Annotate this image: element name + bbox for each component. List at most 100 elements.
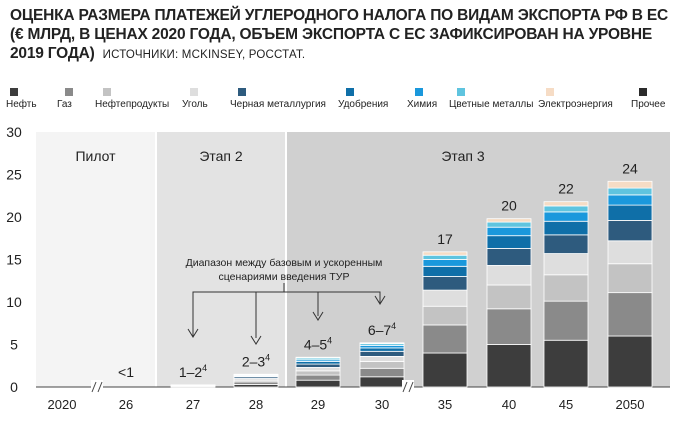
bar-segment [295,370,341,376]
legend-label: Химия [407,99,438,110]
bar-segment [295,379,341,388]
bar-segment [543,205,589,213]
bar-segment [607,263,653,294]
bar-segment [486,221,532,228]
bar-segment [295,367,341,372]
bar-segment [295,374,341,381]
bar-segment [486,284,532,310]
axis-break-gap [402,380,414,394]
category-label: 30 [375,397,389,412]
legend-label: Удобрения [338,99,389,110]
legend-label: Черная металлургия [230,99,326,110]
total-label: <1 [118,364,134,380]
phase-band [157,132,285,387]
bar-segment [359,347,405,352]
axis-break-mark [402,381,408,393]
bar-segment [422,251,468,256]
axis-break-mark [91,381,97,393]
legend-swatch [457,88,465,96]
category-label: 26 [119,397,133,412]
bar-segment [486,218,532,223]
bar-segment [359,342,405,345]
total-footnote: 4 [391,321,396,331]
total-footnote: 4 [327,335,332,345]
legend-label: Нефть [6,99,37,110]
bar-segment [359,367,405,378]
total-label: 2–34 [242,352,270,369]
bar-segment [607,187,653,196]
bar-segment [486,344,532,388]
y-tick-label: 25 [6,167,22,183]
bar-segment [486,235,532,249]
axis-break-mark [408,381,414,393]
category-label: 35 [438,397,452,412]
category-label: 29 [311,397,325,412]
bar-segment [422,265,468,277]
legend-swatch [238,88,246,96]
annotation-arrowhead [312,311,324,321]
bar-segment [486,265,532,286]
bar-segment [486,248,532,266]
y-tick-label: 20 [6,209,22,225]
bar-segment [295,363,341,368]
total-label: 24 [622,160,638,176]
bar-segment [422,259,468,267]
legend-swatch [10,88,18,96]
bar-segment [543,220,589,236]
legend-label: Газ [57,99,72,110]
bar-segment [359,376,405,388]
category-label: 45 [559,397,573,412]
legend-label: Электроэнергия [538,99,613,110]
bar-segment [233,373,279,376]
bar-segment [170,384,216,386]
y-tick-label: 10 [6,294,22,310]
chart-legend: Нефть Газ Нефтепродукты Уголь Черная металлу… [0,88,680,114]
category-label: 2050 [616,397,645,412]
bar-segment [543,253,589,276]
axis-break-mark [97,381,103,393]
bar-segment [359,350,405,357]
total-footnote: 4 [202,363,207,373]
phase-band [287,132,670,387]
bar-segment [607,335,653,388]
category-label: 28 [249,397,263,412]
legend-swatch [103,88,111,96]
total-label: 22 [558,181,574,197]
bar-segment [359,355,405,362]
total-label: 4–54 [304,335,332,352]
axis-break-gap [91,380,103,394]
bar-segment [607,180,653,189]
total-label: 17 [437,231,453,247]
bar-segment [543,234,589,254]
y-tick-label: 0 [10,379,18,395]
bar-segment [422,305,468,326]
legend-label: Нефтепродукты [95,99,170,110]
legend-label: Цветные металлы [449,99,534,110]
bar-segment [543,274,589,302]
bar-segment [422,289,468,307]
total-footnote: 4 [265,352,270,362]
phase-label: Этап 2 [199,148,243,164]
bar-segment [422,276,468,291]
annotation-arrowhead [250,335,262,345]
bar-segment [543,339,589,388]
annotation-text: Диапазон между базовым и ускоренным [186,257,383,269]
legend-swatch [190,88,198,96]
bar-segment [422,254,468,260]
bar-segment [486,226,532,237]
bar-segment [607,219,653,242]
y-tick-label: 15 [6,252,22,268]
bar-segment [359,361,405,369]
legend-swatch [65,88,73,96]
bar-segment [607,292,653,337]
phase-label: Пилот [75,148,116,164]
bar-segment [295,356,341,359]
bar-segment [422,352,468,388]
bar-segment [486,308,532,345]
legend-swatch [346,88,354,96]
y-tick-label: 30 [6,124,22,140]
legend-swatch [639,88,647,96]
bar-segment [607,240,653,265]
bar-segment [543,300,589,341]
